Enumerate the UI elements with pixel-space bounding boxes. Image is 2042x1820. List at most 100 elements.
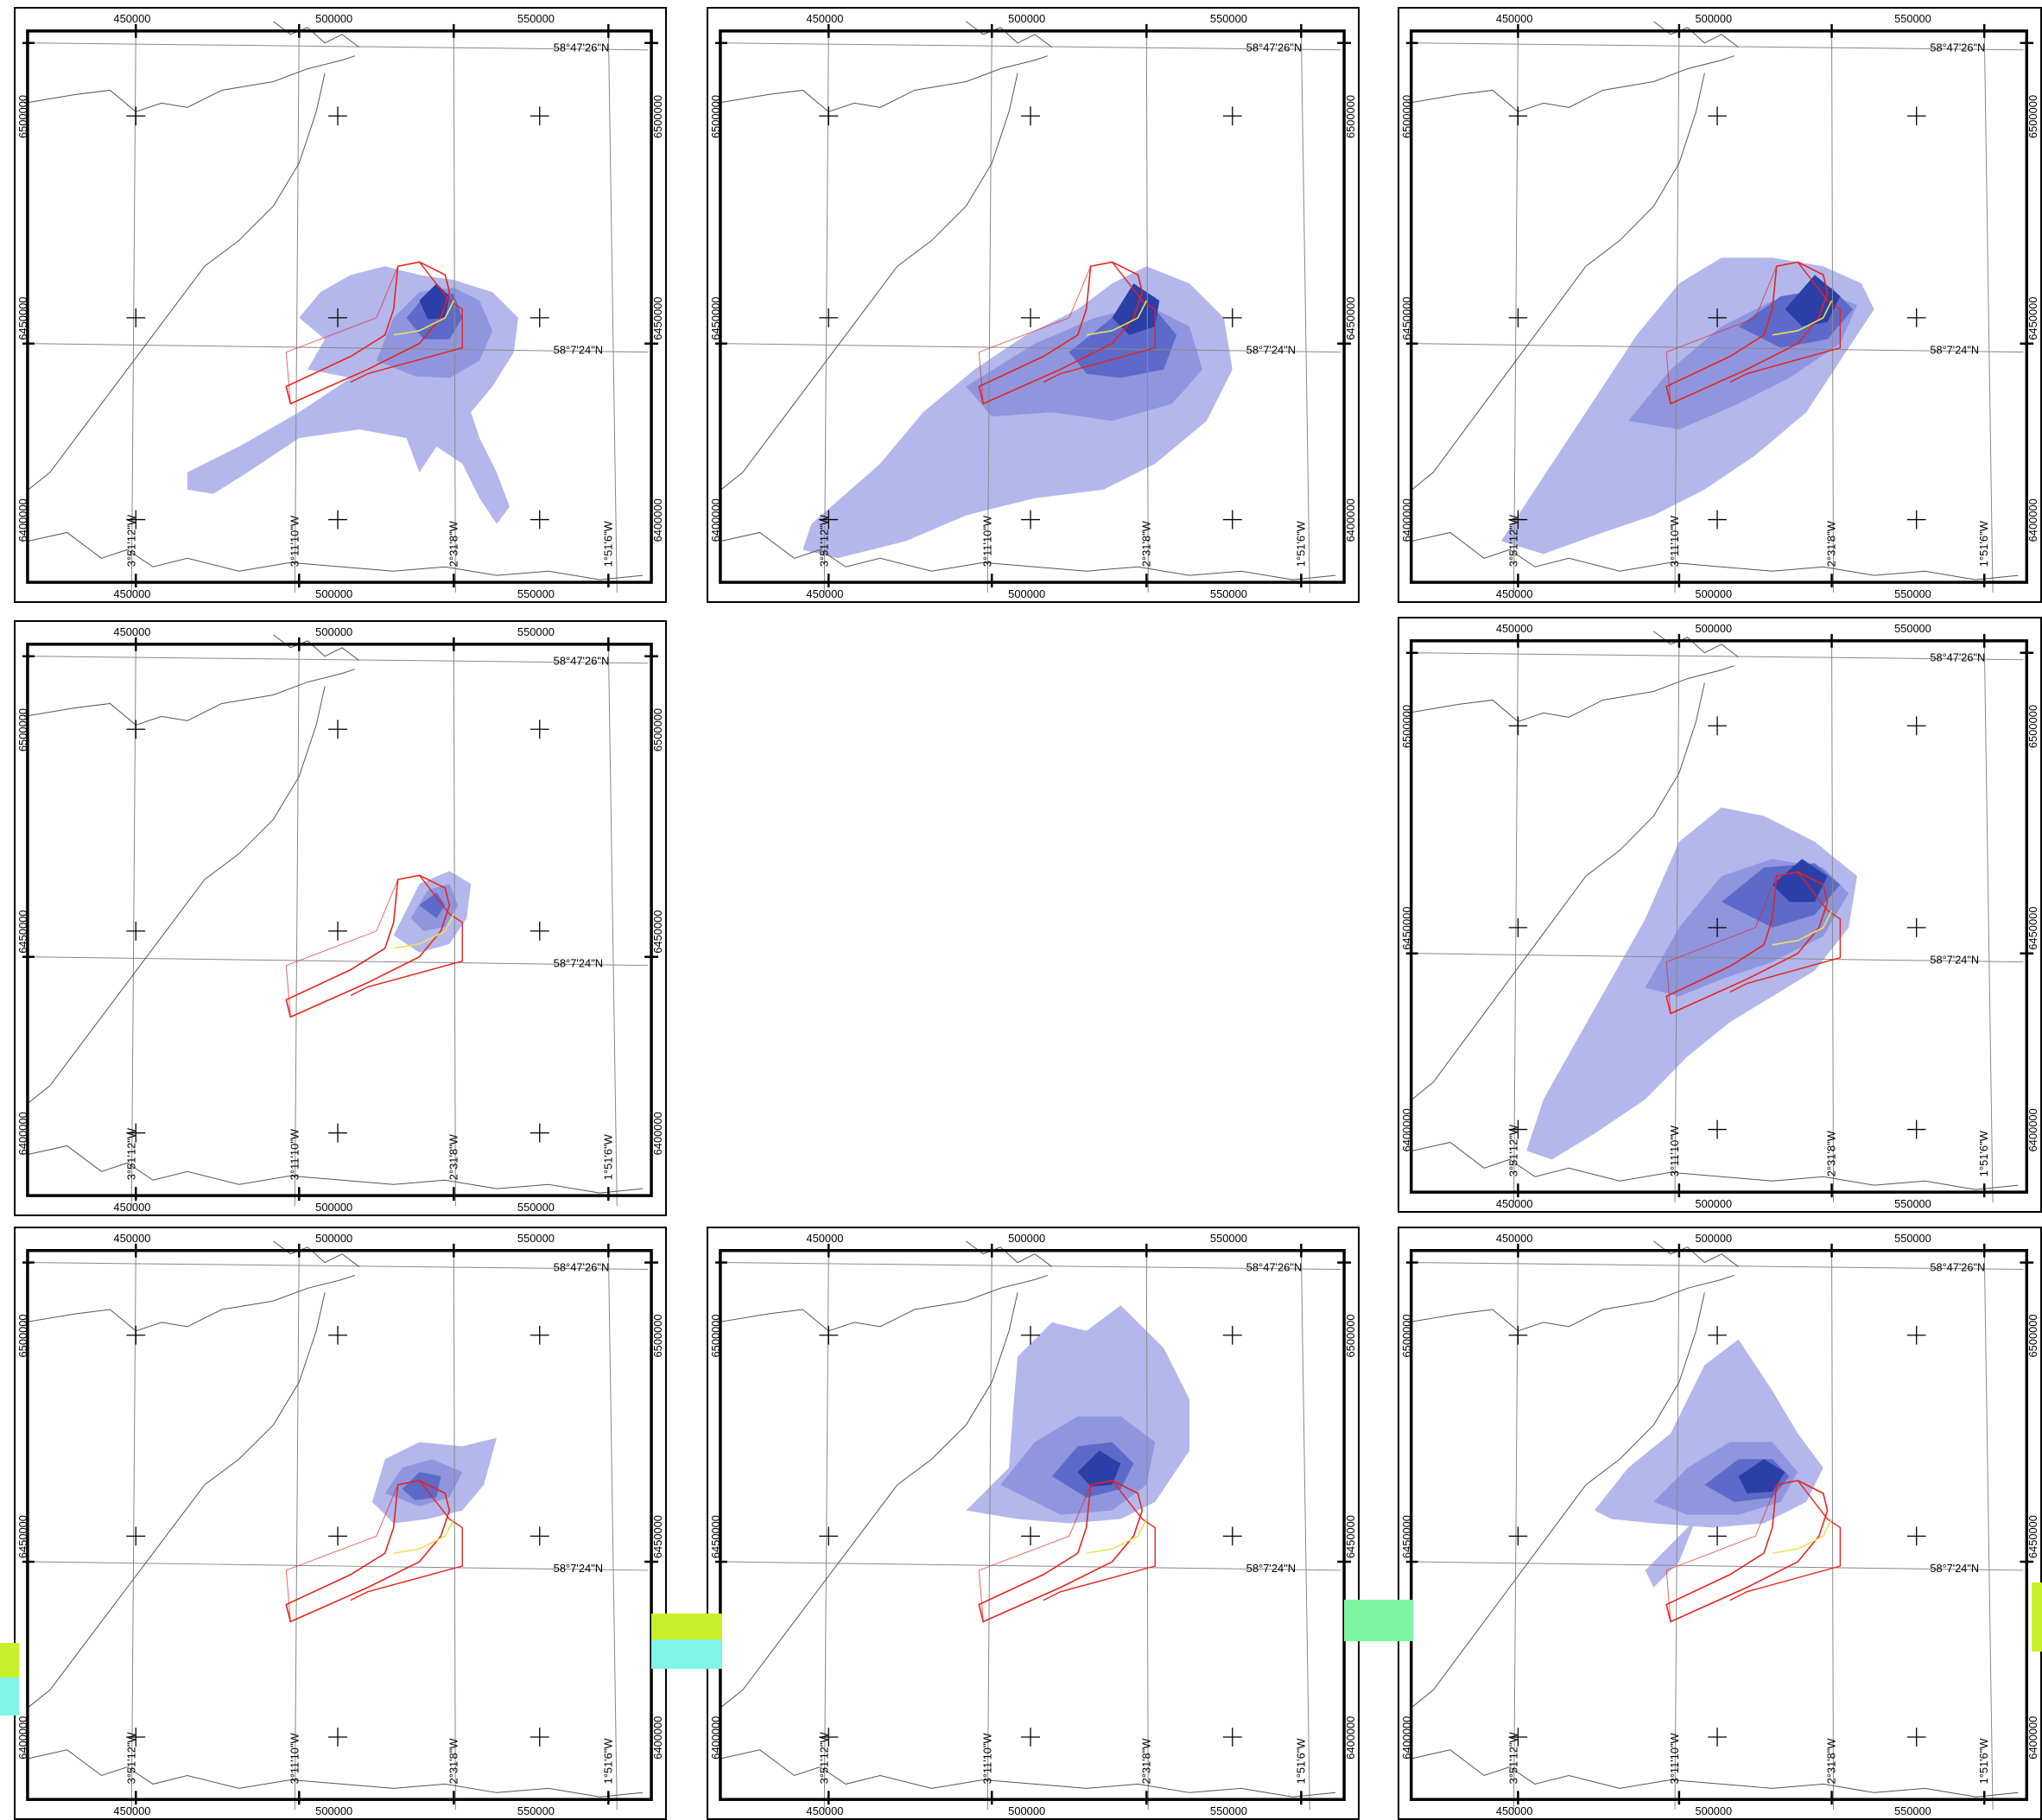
map-neatline [26, 29, 653, 584]
meridian-line [1983, 639, 1994, 1203]
longitude-label: 3°11'10"W [1668, 1125, 1681, 1176]
map-canvas: 450000 450000 500000 500000 550000 550000 6500… [16, 1232, 664, 1817]
site-boundary [1729, 871, 1842, 993]
longitude-label: 1°51'6"W [1294, 1738, 1307, 1785]
meridian-line [986, 29, 992, 593]
grid-cross-mark [1906, 1325, 1926, 1345]
grid-cross-mark [1508, 716, 1528, 736]
northing-label-left: 6400000 [16, 498, 29, 542]
grid-cross-mark [1708, 917, 1727, 937]
longitude-label: 2°31'8"W [447, 1133, 460, 1180]
longitude-label: 1°51'6"W [1977, 520, 1990, 567]
coastline [28, 1292, 326, 1708]
grid-cross-mark [819, 510, 839, 530]
meridian-line [1300, 1249, 1310, 1810]
longitude-label: 3°51'12"W [1506, 1731, 1519, 1784]
easting-label-top: 450000 [1496, 1232, 1533, 1245]
easting-label-bottom: 450000 [1496, 1804, 1533, 1817]
meridian-line [453, 1249, 456, 1810]
meridian-line [823, 1249, 829, 1810]
grid-cross-mark [1508, 510, 1528, 530]
northing-label-right: 6400000 [2026, 1716, 2039, 1760]
site-boundary [285, 874, 451, 1018]
longitude-label: 2°31'8"W [447, 1738, 460, 1785]
latitude-label-top: 58°47'26"N [1246, 41, 1303, 54]
color-strip-left-cyan [0, 1677, 19, 1715]
coastline [1653, 21, 1739, 48]
grid-cross-mark [1708, 510, 1727, 530]
easting-label-top: 550000 [1210, 12, 1247, 25]
coastline [966, 21, 1053, 48]
easting-label-top: 500000 [1696, 1232, 1733, 1245]
site-boundary [285, 879, 399, 1018]
northing-label-right: 6500000 [1344, 95, 1357, 138]
grid-cross-mark [1021, 510, 1040, 530]
coastline [1411, 1749, 2019, 1798]
meridian-line [1831, 639, 1835, 1203]
longitude-label: 3°11'10"W [980, 1733, 993, 1785]
latitude-label-top: 58°47'26"N [1930, 651, 1985, 664]
northing-label-left: 6400000 [709, 498, 722, 542]
grid-cross-mark [328, 921, 347, 941]
coastline [716, 1274, 1049, 1332]
coastline [273, 21, 360, 48]
meridian-line [294, 643, 300, 1207]
site-boundary [978, 1480, 1144, 1623]
northing-label-right: 6500000 [1344, 1314, 1357, 1357]
meridian-line [1831, 29, 1835, 593]
easting-label-bottom: 550000 [1894, 1804, 1931, 1817]
grid-cross-mark [1906, 1526, 1926, 1546]
easting-label-top: 500000 [315, 12, 352, 25]
cable-route [393, 1519, 455, 1554]
grid-cross-mark [1222, 308, 1242, 327]
meridian-line [1513, 29, 1519, 593]
coastline [23, 1274, 356, 1332]
grid-cross-mark [530, 510, 549, 530]
latitude-label-mid: 58°7'24"N [554, 1562, 603, 1575]
easting-label-bottom: 550000 [517, 1804, 555, 1817]
grid-cross-mark [1021, 1728, 1040, 1747]
northing-label-left: 6500000 [1400, 705, 1413, 748]
northing-label-right: 6500000 [2026, 1314, 2039, 1357]
grid-cross-mark [328, 308, 347, 327]
easting-label-top: 500000 [315, 625, 352, 638]
dispersion-plume [1500, 257, 1874, 555]
grid-cross-mark [126, 106, 146, 126]
plume-contour-core [419, 283, 450, 320]
site-boundary [1665, 261, 1829, 405]
plume-contour-dark [419, 892, 446, 918]
map-panel-p3: 450000 450000 500000 500000 550000 550000 6500… [1398, 7, 2042, 603]
easting-label-top: 500000 [1008, 1232, 1045, 1245]
coastline [1411, 1141, 2019, 1190]
grid-cross-mark [1508, 1119, 1528, 1139]
site-boundary [978, 1484, 1092, 1622]
grid-cross-mark [1508, 1325, 1528, 1345]
northing-label-right: 6500000 [2026, 705, 2039, 748]
meridian-line [130, 643, 136, 1207]
site-boundary [350, 874, 463, 997]
northing-label-left: 6450000 [1400, 906, 1413, 949]
parallel-line [32, 956, 649, 967]
grid-cross-mark [1222, 1325, 1242, 1345]
easting-label-top: 500000 [1008, 12, 1045, 25]
northing-label-left: 6400000 [709, 1716, 722, 1760]
coastline [1411, 73, 1705, 491]
northing-label-left: 6400000 [16, 1716, 29, 1760]
northing-label-left: 6450000 [1400, 1515, 1413, 1558]
latitude-label-top: 58°47'26"N [554, 655, 610, 668]
coastline [720, 531, 1336, 580]
map-canvas: 450000 450000 500000 500000 550000 550000 6500… [1400, 622, 2039, 1210]
map-neatline [26, 1249, 653, 1801]
coastline [1407, 55, 1734, 112]
plume-contour-core [1077, 1450, 1121, 1487]
plume-contour-dark [402, 1472, 441, 1500]
easting-label-top: 450000 [806, 1232, 843, 1245]
grid-cross-mark [1906, 716, 1926, 736]
grid-cross-mark [530, 1123, 549, 1143]
grid-cross-mark [530, 106, 549, 126]
longitude-label: 3°11'10"W [1668, 1732, 1681, 1784]
plume-contour-core [1772, 859, 1828, 903]
easting-label-bottom: 550000 [1210, 1804, 1247, 1817]
easting-label-bottom: 500000 [315, 1804, 352, 1817]
plume-contour-core [1738, 1459, 1785, 1493]
